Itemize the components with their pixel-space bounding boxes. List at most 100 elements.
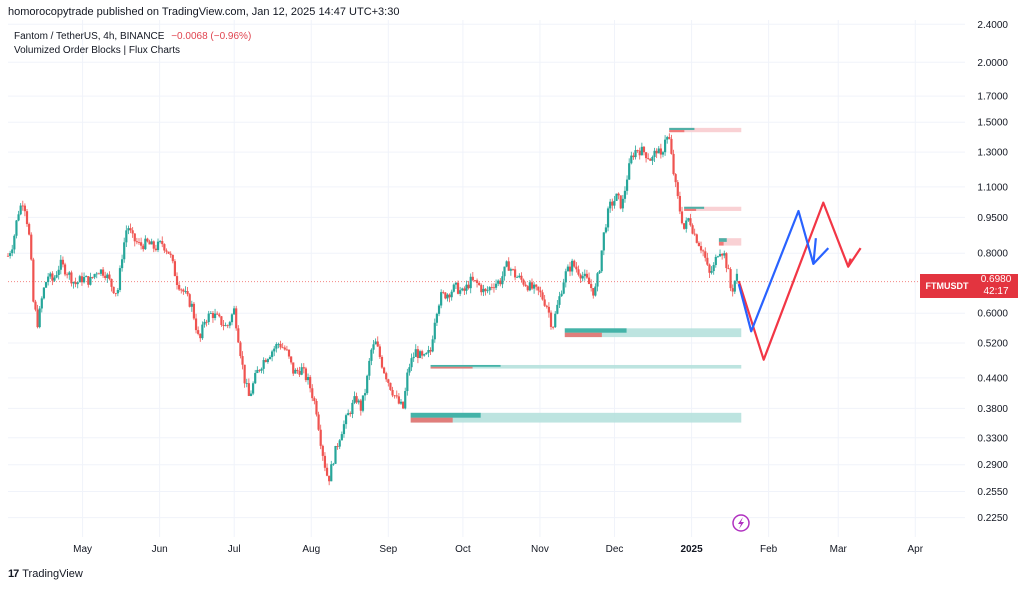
lightning-icon[interactable] [732,514,750,532]
candle-body [710,271,713,273]
candle-body [260,368,263,371]
candle-body [213,313,217,319]
candle-body [68,272,71,275]
candle-body [28,224,31,235]
candle-body [412,356,415,359]
candle-body [435,313,439,323]
candle-body [249,393,253,396]
time-tick-label: Jun [152,544,168,555]
candle-body [697,242,701,247]
symbol-tag-text: FTMUSDT [925,281,969,291]
candle-body [19,205,22,215]
candle-body [363,393,367,396]
candle-body [334,445,337,464]
candle-body [475,280,479,283]
candle-body [718,253,722,257]
candle-body [11,249,14,254]
order-block-zones [410,127,742,423]
order-block-volume-buy [684,206,705,209]
candle-body [167,251,170,254]
candle-body [15,220,18,236]
candle-body [659,148,662,155]
candle-body [93,274,96,278]
candle-body [685,220,688,229]
candle-body [628,163,631,180]
order-block-volume-buy [718,238,727,242]
indicator-label[interactable]: Volumized Order Blocks | Flux Charts [14,45,180,56]
candle-body [224,325,227,327]
order-block-volume-buy [564,328,627,333]
candle-body [461,288,464,291]
candle-body [562,282,565,294]
projection-red-path-arrowhead [847,258,852,268]
candle-body [161,241,164,245]
candle-body [51,273,54,281]
candle-body [273,348,276,352]
candle-body [454,282,458,285]
candle-body [575,266,578,270]
candle-body [226,325,229,327]
tradingview-logo-icon: 17 [8,568,19,580]
candle-body [727,268,730,270]
candle-body [74,282,77,285]
candle-body [127,228,130,231]
candle-body [558,296,561,305]
candle-body [209,312,212,314]
candle-body [63,264,67,275]
candle-body [258,369,261,371]
candle-body [387,379,390,383]
candle-body [178,284,181,290]
candle-body [325,467,329,476]
candle-body [169,253,172,255]
candle-body [516,276,519,278]
order-block-volume-sell [564,332,602,338]
projection-red-path [737,201,862,361]
price-tick-label: 0.8000 [977,249,1008,260]
candle-body [674,174,677,183]
candle-body [571,260,574,272]
candle-body [657,148,660,154]
candle-body [395,395,398,397]
candle-body [277,343,280,345]
candle-body [437,305,441,314]
candle-body [630,155,633,164]
candle-body [332,463,335,465]
candle-body [393,395,396,397]
candle-body [598,271,601,274]
candle-body [513,269,517,278]
candle-body [725,253,728,269]
candle-body [594,286,597,296]
candle-body [313,398,316,402]
candle-body [30,234,33,260]
candle-body [361,395,365,411]
time-tick-label: 2025 [680,544,703,555]
price-tick-label: 0.4400 [977,373,1008,384]
candle-body [144,238,147,250]
candle-body [197,330,200,334]
candle-body [613,200,616,206]
candle-body [581,276,584,279]
candle-body [150,241,153,245]
candle-body [735,273,739,281]
candle-body [480,285,483,293]
candle-body [91,277,94,278]
candle-body [146,238,149,242]
candle-body [129,228,132,231]
candle-body [271,351,274,357]
candle-body [729,269,732,289]
candle-body [687,218,690,221]
candle-body [486,290,489,292]
candle-body [298,370,301,375]
candle-body [165,250,168,252]
price-tick-label: 0.3300 [977,433,1008,444]
candle-body [731,288,734,292]
candle-body [140,242,143,246]
candle-body [733,280,736,292]
candle-body [366,375,369,394]
candle-body [304,368,308,381]
candle-body [104,275,107,279]
candle-body [585,273,589,278]
candle-body [566,266,570,272]
footer-brand[interactable]: 17 TradingView [8,568,83,580]
